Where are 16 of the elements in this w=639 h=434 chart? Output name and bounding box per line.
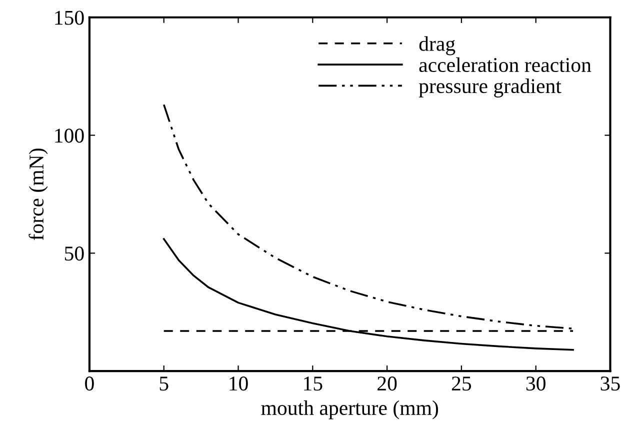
x-tick-label: 5 bbox=[160, 376, 168, 391]
y-tick-label: 150 bbox=[55, 10, 84, 25]
y-axis-title: force (mN) bbox=[28, 148, 48, 240]
x-axis-title: mouth aperture (mm) bbox=[261, 400, 438, 420]
y-tick-label: 50 bbox=[64, 246, 84, 261]
x-tick-label: 0 bbox=[85, 376, 94, 391]
legend-label: pressure gradient bbox=[418, 78, 562, 98]
x-tick-label: 30 bbox=[526, 376, 546, 391]
x-tick-label: 35 bbox=[600, 376, 620, 391]
x-tick-label: 10 bbox=[230, 376, 248, 391]
legend-label: drag bbox=[419, 36, 456, 56]
legend-label: acceleration reaction bbox=[419, 57, 592, 72]
x-tick-label: 20 bbox=[378, 376, 397, 391]
x-tick-label: 15 bbox=[304, 376, 322, 391]
x-tick-label: 25 bbox=[452, 376, 472, 391]
y-tick-label: 100 bbox=[55, 128, 84, 143]
